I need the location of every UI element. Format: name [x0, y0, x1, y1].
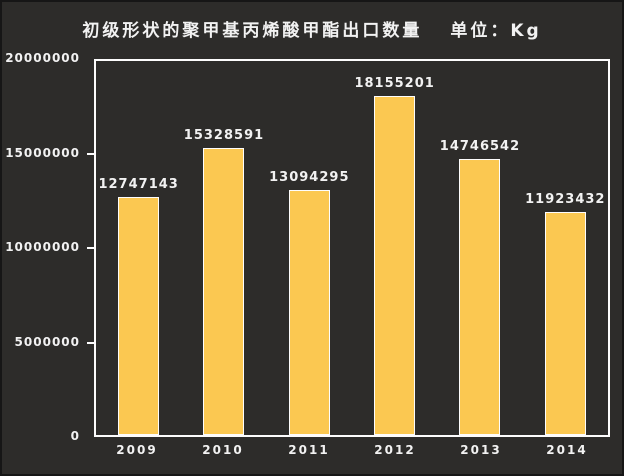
bar-slot: 12747143 — [96, 61, 181, 435]
y-tick-mark — [87, 341, 94, 344]
y-tick-label: 0 — [70, 428, 80, 443]
bar-value-label: 11923432 — [525, 192, 606, 208]
bar-value-label: 12747143 — [98, 176, 179, 192]
y-tick-mark — [87, 152, 94, 155]
bar-2010 — [203, 148, 245, 435]
bar-slot: 14746542 — [437, 61, 522, 435]
bar-value-label: 18155201 — [354, 75, 435, 91]
x-axis-labels: 2009 2010 2011 2012 2013 2014 — [94, 443, 610, 457]
chart-title: 初级形状的聚甲基丙烯酸甲酯出口数量 单位：Kg — [2, 16, 622, 41]
bar-series: 12747143 15328591 13094295 18155201 14746542… — [96, 61, 608, 435]
y-tick-mark — [87, 247, 94, 249]
x-axis-label-2011: 2011 — [288, 443, 330, 457]
bar-slot: 15328591 — [181, 61, 266, 435]
bar-2012 — [374, 95, 416, 435]
bar-value-label: 15328591 — [183, 128, 265, 144]
chart-unit-label: 单位：Kg — [450, 21, 542, 41]
y-tick-label: 20000000 — [5, 50, 80, 65]
bar-slot: 18155201 — [352, 61, 437, 435]
y-axis: 0 5000000 10000000 15000000 20000000 — [2, 51, 94, 443]
bar-2014 — [544, 212, 586, 435]
plot-area: 12747143 15328591 13094295 18155201 14746542… — [94, 59, 610, 437]
x-axis-label-2010: 2010 — [202, 443, 244, 457]
bar-value-label: 13094295 — [269, 170, 350, 186]
x-axis-label-2009: 2009 — [116, 443, 158, 457]
bar-2013 — [459, 159, 501, 435]
x-axis-label-2012: 2012 — [374, 443, 416, 457]
chart-title-text: 初级形状的聚甲基丙烯酸甲酯出口数量 — [82, 21, 423, 41]
bar-2011 — [288, 190, 330, 435]
bar-value-label: 14746542 — [439, 139, 521, 155]
bar-slot: 13094295 — [267, 61, 352, 435]
x-axis-label-2014: 2014 — [546, 443, 588, 457]
bar-slot: 11923432 — [523, 61, 608, 435]
y-tick-label: 10000000 — [5, 239, 80, 254]
x-axis-label-2013: 2013 — [460, 443, 502, 457]
y-tick-label: 15000000 — [5, 145, 80, 160]
bar-2009 — [118, 196, 160, 435]
y-tick-label: 5000000 — [14, 334, 80, 349]
